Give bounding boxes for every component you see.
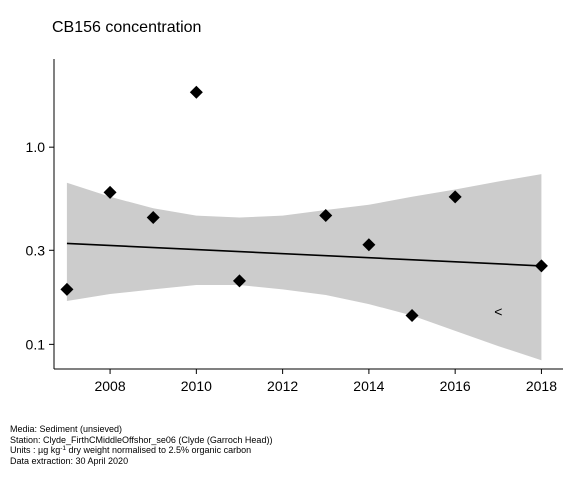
data-point: [319, 209, 333, 223]
data-point: [60, 282, 74, 296]
data-point: [189, 85, 203, 99]
units-suffix: dry weight normalised to 2.5% organic ca…: [65, 445, 252, 455]
x-tick-label: 2010: [181, 378, 212, 394]
y-tick-label: 0.1: [26, 336, 46, 352]
trend-layer: [66, 242, 542, 267]
annotation-layer: <: [494, 303, 502, 319]
x-tick-label: 2018: [526, 378, 557, 394]
data-point: [448, 190, 462, 204]
x-tick-label: 2014: [353, 378, 384, 394]
x-tick-label: 2016: [440, 378, 471, 394]
points-layer: [60, 85, 548, 323]
x-tick-label: 2012: [267, 378, 298, 394]
confidence-band: [66, 174, 542, 361]
data-point: [232, 274, 246, 288]
trend-line: [66, 242, 542, 267]
footer-media: Media: Sediment (unsieved): [10, 424, 123, 434]
data-point: [146, 210, 160, 224]
footer-extraction: Data extraction: 30 April 2020: [10, 455, 129, 466]
units-prefix: Units : µg kg: [10, 445, 61, 455]
confidence-band-layer: [66, 174, 542, 361]
footer: Media: Sediment (unsieved) Station: Clyd…: [10, 424, 272, 466]
data-point: [405, 309, 419, 323]
y-tick-label: 0.3: [26, 242, 46, 258]
footer-station: Station: Clyde_FirthCMiddleOffshor_se06 …: [10, 434, 273, 445]
data-point: [103, 185, 117, 199]
units-superscript: -1: [60, 445, 66, 452]
annotation-less-than: <: [494, 303, 502, 319]
axes: 2008 2010 2012 2014 2016 2018 0.1 0.3 1.0: [26, 59, 563, 394]
y-tick-label: 1.0: [26, 139, 46, 155]
chart-title: CB156 concentration: [52, 19, 202, 36]
data-point: [534, 259, 548, 273]
footer-units: Units : µg kg-1 dry weight normalised to…: [10, 445, 272, 456]
data-point: [362, 238, 376, 252]
x-tick-label: 2008: [94, 378, 125, 394]
